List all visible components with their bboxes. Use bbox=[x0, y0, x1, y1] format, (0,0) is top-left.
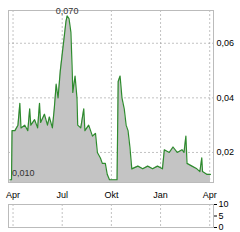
svg-text:0: 0 bbox=[219, 222, 224, 232]
svg-text:Apr: Apr bbox=[203, 190, 217, 200]
svg-text:0,070: 0,070 bbox=[56, 6, 79, 16]
svg-text:10: 10 bbox=[219, 200, 229, 209]
svg-text:0,010: 0,010 bbox=[12, 168, 35, 178]
svg-text:0,06: 0,06 bbox=[217, 38, 235, 48]
svg-text:Jul: Jul bbox=[56, 190, 68, 200]
svg-text:0,04: 0,04 bbox=[217, 93, 235, 103]
svg-text:Jan: Jan bbox=[153, 190, 168, 200]
svg-text:0,02: 0,02 bbox=[217, 147, 235, 157]
svg-text:Okt: Okt bbox=[104, 190, 119, 200]
svg-text:5: 5 bbox=[219, 211, 224, 221]
svg-text:Apr: Apr bbox=[6, 190, 20, 200]
